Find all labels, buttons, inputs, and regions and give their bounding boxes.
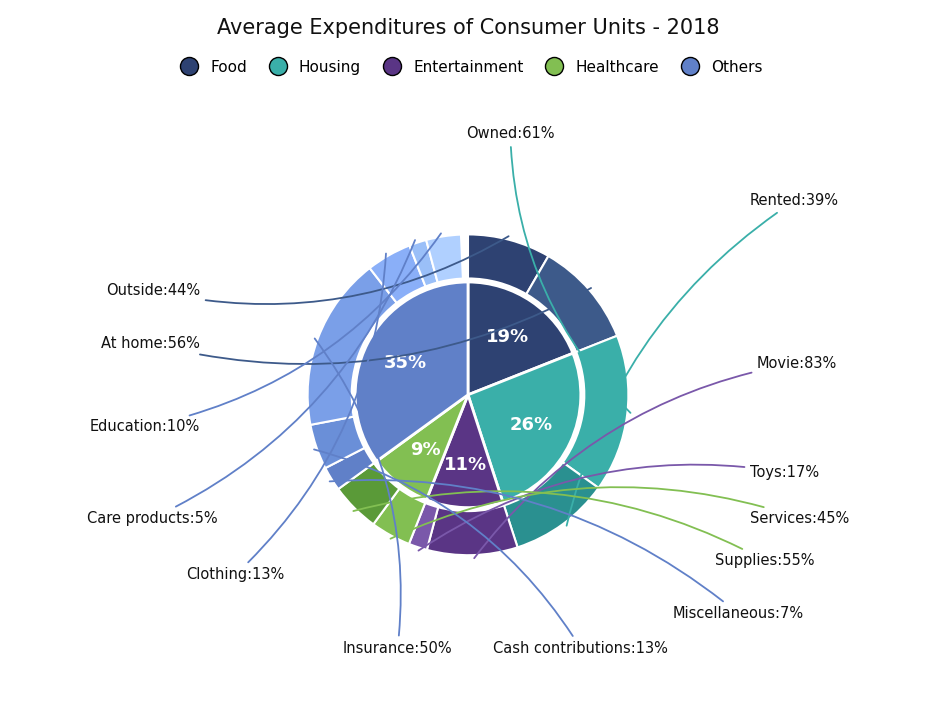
Text: Movie:83%: Movie:83% xyxy=(475,355,838,558)
Text: 19%: 19% xyxy=(486,328,529,346)
Text: Rented:39%: Rented:39% xyxy=(566,193,839,526)
Text: Supplies:55%: Supplies:55% xyxy=(354,491,814,568)
Text: Outside:44%: Outside:44% xyxy=(106,236,508,304)
Text: At home:56%: At home:56% xyxy=(101,288,591,364)
Wedge shape xyxy=(468,234,548,294)
Wedge shape xyxy=(427,395,503,508)
Text: Services:45%: Services:45% xyxy=(390,487,849,539)
Wedge shape xyxy=(563,336,628,488)
Wedge shape xyxy=(468,282,573,395)
Wedge shape xyxy=(526,256,617,352)
Text: Toys:17%: Toys:17% xyxy=(418,465,819,551)
Wedge shape xyxy=(355,282,468,461)
Wedge shape xyxy=(427,505,518,555)
Wedge shape xyxy=(373,489,425,544)
Text: 35%: 35% xyxy=(384,354,427,372)
Text: 26%: 26% xyxy=(510,415,553,434)
Wedge shape xyxy=(308,268,397,425)
Wedge shape xyxy=(468,353,581,502)
Wedge shape xyxy=(426,235,463,283)
Wedge shape xyxy=(409,240,438,286)
Text: Cash contributions:13%: Cash contributions:13% xyxy=(314,449,668,656)
Wedge shape xyxy=(370,245,426,303)
Wedge shape xyxy=(326,448,373,489)
Text: 11%: 11% xyxy=(445,455,488,474)
Text: Miscellaneous:7%: Miscellaneous:7% xyxy=(329,480,804,621)
Text: 9%: 9% xyxy=(410,441,441,459)
Wedge shape xyxy=(338,463,400,525)
Text: Average Expenditures of Consumer Units - 2018: Average Expenditures of Consumer Units -… xyxy=(217,18,719,37)
Text: Insurance:50%: Insurance:50% xyxy=(314,338,452,656)
Text: Clothing:13%: Clothing:13% xyxy=(186,254,386,582)
Wedge shape xyxy=(409,503,438,550)
Legend: Food, Housing, Entertainment, Healthcare, Others: Food, Housing, Entertainment, Healthcare… xyxy=(168,54,768,80)
Text: Owned:61%: Owned:61% xyxy=(466,126,631,413)
Text: Care products:5%: Care products:5% xyxy=(87,240,415,526)
Wedge shape xyxy=(377,395,468,500)
Text: Education:10%: Education:10% xyxy=(90,233,441,434)
Wedge shape xyxy=(504,462,599,547)
Wedge shape xyxy=(311,417,364,468)
